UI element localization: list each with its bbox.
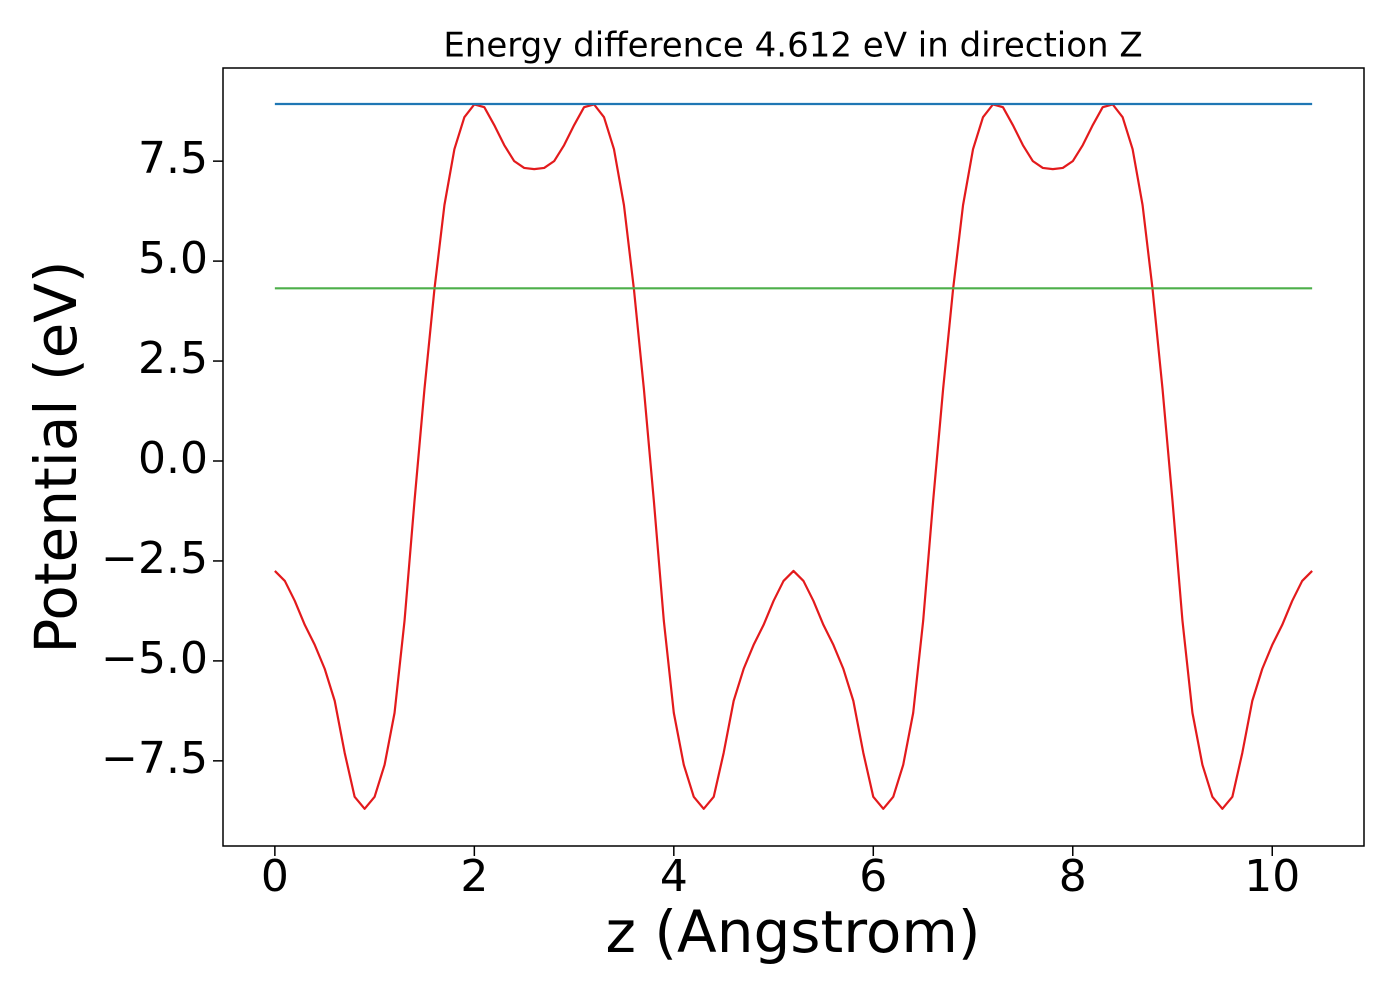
x-tick-label: 0 — [261, 851, 289, 902]
series-line — [274, 103, 1313, 810]
y-tick-label: −7.5 — [101, 733, 208, 784]
chart-title: Energy difference 4.612 eV in direction … — [443, 26, 1142, 66]
y-tick-label: 7.5 — [138, 133, 208, 184]
x-tick-label: 8 — [1059, 851, 1087, 902]
y-tick-label: −2.5 — [101, 533, 208, 584]
y-tick-label: 5.0 — [138, 233, 208, 284]
y-tick-label: −5.0 — [101, 633, 208, 684]
plot-frame — [222, 67, 1365, 847]
x-axis-label: z (Angstrom) — [606, 898, 981, 966]
y-tick-label: 2.5 — [138, 333, 208, 384]
x-tick-label: 10 — [1244, 851, 1300, 902]
y-axis-label: Potential (eV) — [22, 260, 90, 653]
x-tick-label: 4 — [660, 851, 688, 902]
y-tick-label: 0.0 — [138, 433, 208, 484]
x-tick-label: 2 — [460, 851, 488, 902]
x-tick-label: 6 — [859, 851, 887, 902]
